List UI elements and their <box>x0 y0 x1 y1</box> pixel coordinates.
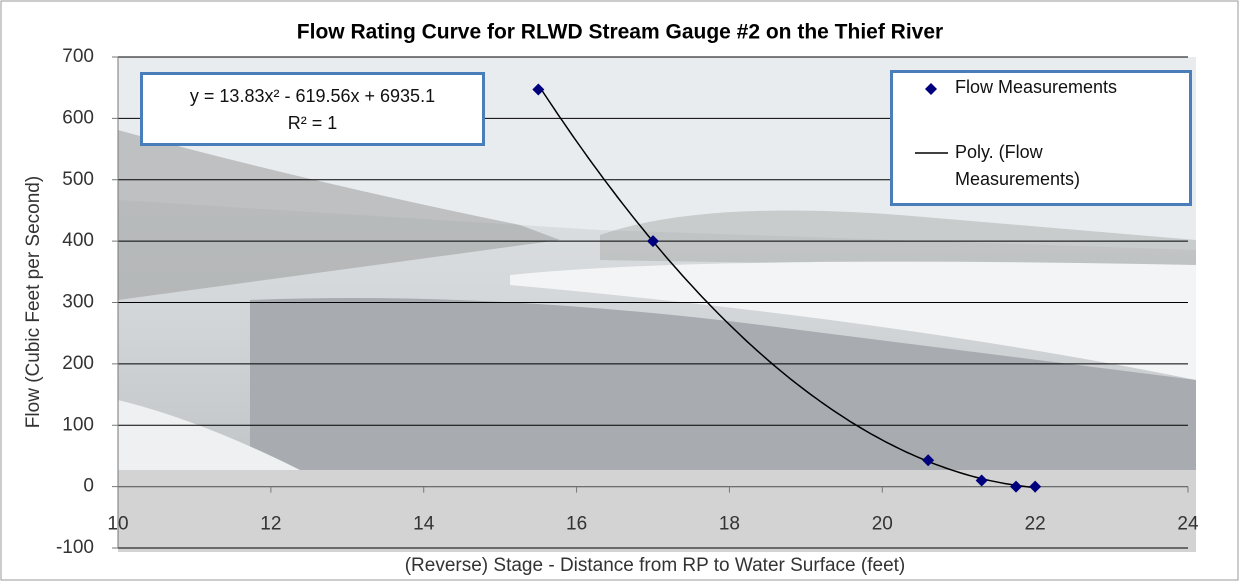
data-point <box>532 83 545 96</box>
y-axis-label: Flow (Cubic Feet per Second) <box>23 176 44 428</box>
y-tick-label: 500 <box>62 169 94 190</box>
x-tick-label: 22 <box>1025 514 1046 535</box>
y-tick-label: 100 <box>62 414 94 435</box>
r-squared: R² = 1 <box>287 113 338 133</box>
legend-entry: Poly. (Flow Measurements) <box>955 142 1081 189</box>
x-tick-label: 12 <box>260 514 281 535</box>
y-tick-label: 200 <box>62 353 94 374</box>
x-tick-label: 16 <box>566 514 587 535</box>
data-point <box>1010 480 1023 493</box>
x-tick-label: 10 <box>107 514 128 535</box>
y-tick-label: 300 <box>62 292 94 313</box>
legend-keys <box>915 83 948 154</box>
x-axis-label: (Reverse) Stage - Distance from RP to Wa… <box>405 555 906 576</box>
x-tick-label: 24 <box>1177 514 1199 535</box>
data-point <box>922 454 935 467</box>
trendline-equation: y = 13.83x² - 619.56x + 6935.1 <box>189 86 436 106</box>
chart-title: Flow Rating Curve for RLWD Stream Gauge … <box>297 21 943 44</box>
x-tick-label: 18 <box>719 514 740 535</box>
y-tick-label: 400 <box>62 230 94 251</box>
equation-box: y = 13.83x² - 619.56x + 6935.1 R² = 1 <box>140 72 485 146</box>
data-point <box>1029 480 1042 493</box>
legend-marker <box>925 83 937 95</box>
y-tick-label: -100 <box>56 537 94 558</box>
data-point <box>647 235 659 248</box>
legend-entry: Flow Measurements <box>955 77 1118 97</box>
y-tick-label: 700 <box>62 46 94 67</box>
legend: Flow Measurements Poly. (Flow Measuremen… <box>890 70 1192 206</box>
y-tick-label: 600 <box>62 107 94 128</box>
y-tick-label: 0 <box>83 476 94 497</box>
x-tick-label: 20 <box>872 514 893 535</box>
data-point <box>975 474 988 487</box>
trendline <box>537 84 1036 489</box>
x-tick-label: 14 <box>413 514 435 535</box>
